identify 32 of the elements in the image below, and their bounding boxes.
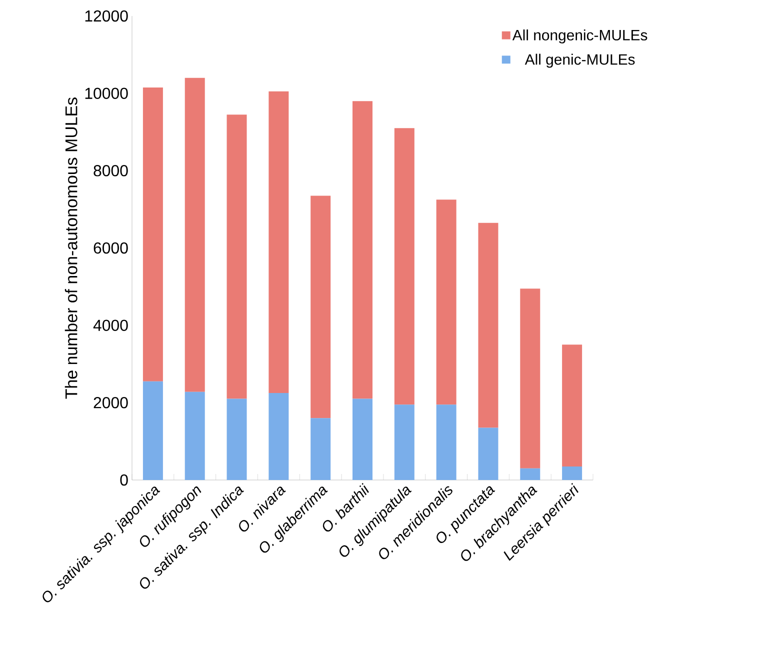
y-tick-label: 12000 bbox=[85, 10, 128, 22]
bar bbox=[184, 78, 205, 392]
bar bbox=[268, 392, 289, 480]
y-axis-title: The number of non-autonomous MULEs bbox=[64, 98, 78, 399]
bar bbox=[562, 344, 582, 466]
y-tick-label: 4000 bbox=[93, 320, 128, 331]
y-tick-label: 6000 bbox=[94, 242, 128, 254]
bar bbox=[352, 101, 373, 399]
y-tick-label: 0 bbox=[120, 474, 128, 486]
bar bbox=[394, 404, 414, 480]
bar bbox=[478, 428, 498, 480]
bar bbox=[226, 114, 247, 399]
bar bbox=[352, 398, 373, 480]
bar bbox=[520, 288, 540, 468]
bar bbox=[310, 196, 331, 418]
bar bbox=[562, 466, 582, 480]
y-tick-label: 8000 bbox=[94, 165, 128, 176]
bar bbox=[268, 91, 289, 393]
bar bbox=[142, 88, 163, 382]
bar bbox=[310, 418, 331, 480]
bar bbox=[226, 398, 247, 480]
y-tick-label: 10000 bbox=[85, 88, 128, 99]
bar bbox=[394, 128, 414, 405]
y-tick-label: 2000 bbox=[94, 397, 128, 408]
bar bbox=[436, 200, 456, 405]
bar bbox=[142, 381, 163, 480]
legend-label: All genic-MULEs bbox=[524, 54, 635, 68]
bar bbox=[478, 222, 498, 428]
bar bbox=[436, 404, 456, 480]
bar bbox=[520, 468, 540, 480]
bar bbox=[184, 392, 205, 480]
legend-label: All nongenic-MULEs bbox=[512, 29, 648, 44]
